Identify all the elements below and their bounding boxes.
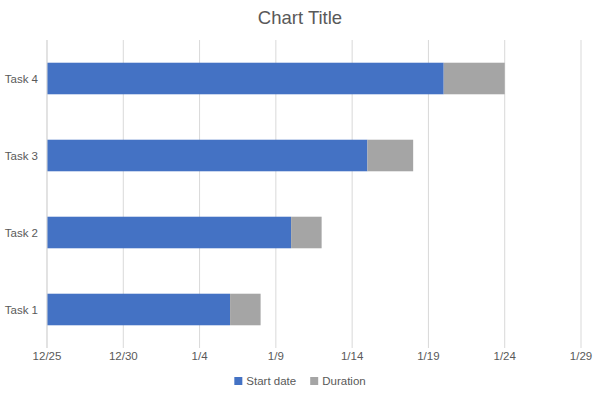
tick-label: 1/29 (570, 350, 592, 362)
bar (291, 217, 322, 249)
legend-label: Start date (246, 375, 296, 387)
bar (367, 140, 413, 172)
tick-label: 1/19 (417, 350, 439, 362)
legend-label: Duration (322, 375, 365, 387)
x-axis: 12/25 12/30 1/4 1/9 1/14 1/19 1/24 1/29 (33, 40, 593, 362)
tick-label: 12/25 (33, 350, 62, 362)
bars (47, 63, 505, 326)
tick-label: 1/24 (494, 350, 517, 362)
bar (230, 294, 261, 326)
chart: Chart Title12/2512/301/41/91/141/191/241… (0, 0, 600, 397)
grid-line (581, 40, 582, 348)
bar (47, 140, 367, 172)
bar (47, 63, 444, 95)
tick-label: 1/4 (192, 350, 209, 362)
grid-line (47, 40, 48, 348)
category-label: Task 3 (5, 150, 38, 162)
tick-label: 1/9 (268, 350, 284, 362)
bar (47, 217, 291, 249)
category-label: Task 4 (5, 73, 39, 85)
chart-title: Chart Title (258, 7, 342, 28)
tick-label: 12/30 (109, 350, 138, 362)
bar (444, 63, 505, 95)
category-label: Task 2 (5, 227, 38, 239)
axis-line (47, 40, 48, 348)
legend: Start date Duration (234, 375, 365, 387)
tick-label: 1/14 (341, 350, 364, 362)
legend-swatch (310, 377, 318, 385)
category-label: Task 1 (5, 304, 38, 316)
bar (47, 294, 230, 326)
legend-swatch (234, 377, 242, 385)
